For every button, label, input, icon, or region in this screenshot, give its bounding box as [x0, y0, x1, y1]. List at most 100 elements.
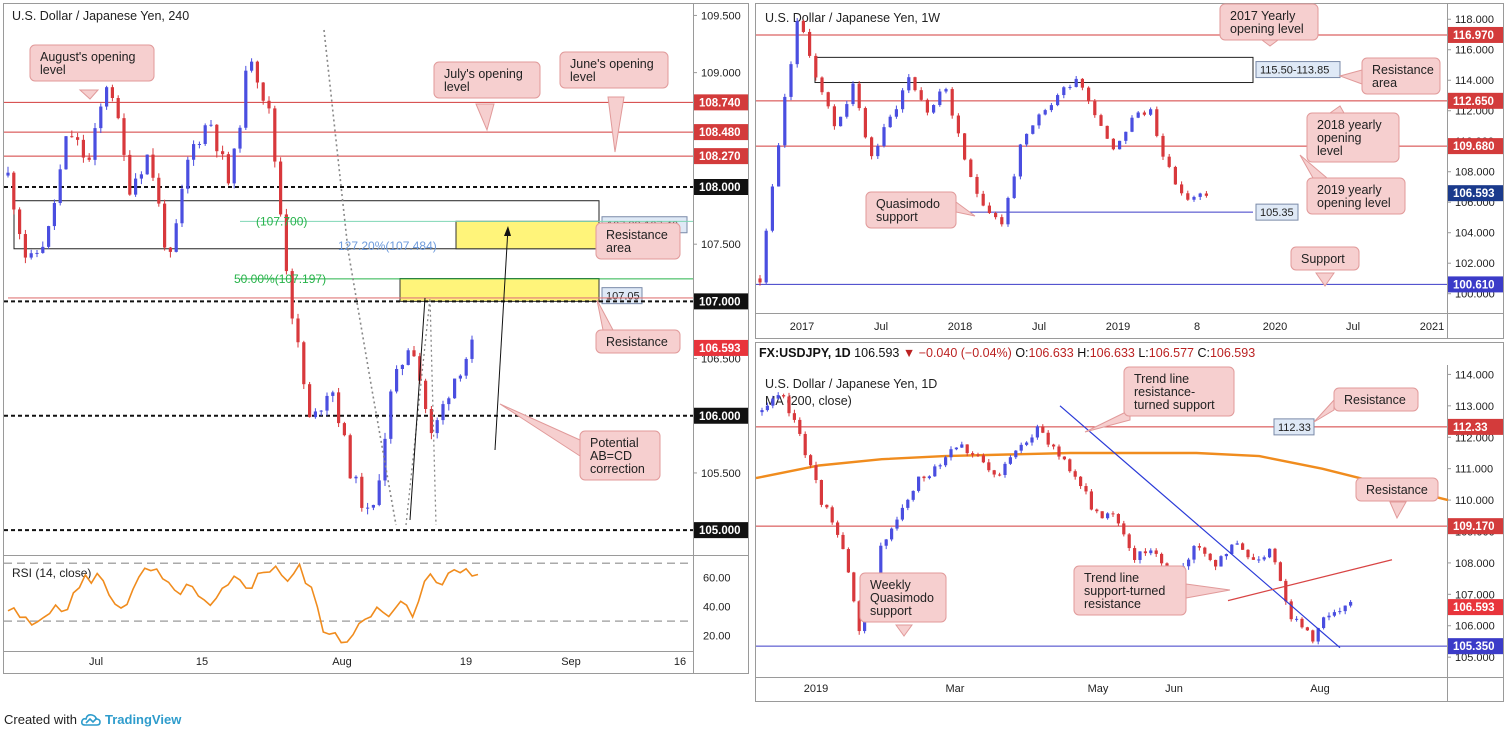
candle-body: [987, 462, 991, 471]
candle-body: [1187, 559, 1191, 567]
callout-text: August's opening: [40, 50, 136, 64]
candle-body: [302, 342, 306, 385]
candle-body: [1037, 114, 1041, 126]
candle-body: [1180, 184, 1184, 194]
candle-body: [1095, 509, 1099, 512]
callout-text: Trend line: [1134, 372, 1189, 386]
candle-body: [1006, 197, 1010, 225]
level-price-tag-bg: [694, 148, 748, 165]
callout-box: [1306, 112, 1400, 163]
daily-header-part: H:: [1077, 346, 1090, 360]
candle-body: [1192, 546, 1196, 560]
candle-body: [308, 384, 312, 418]
ma-200-line: [755, 451, 1449, 502]
candle-body: [820, 77, 824, 93]
candle-body: [1100, 511, 1104, 519]
candle-body: [975, 176, 979, 194]
candles-daily: [760, 392, 1353, 645]
candle-body: [857, 601, 861, 632]
candle-body: [70, 136, 74, 138]
x-tick-label: 2020: [1263, 321, 1287, 333]
candle-body: [969, 159, 973, 177]
level-price-tag-bg: [694, 407, 748, 424]
callout-box: [1123, 366, 1235, 417]
candle-body: [987, 205, 991, 214]
candle-body: [261, 82, 265, 101]
candle-body: [1105, 125, 1109, 139]
candle-body: [965, 444, 969, 454]
candle-body: [1127, 534, 1131, 549]
candle-body: [1338, 611, 1342, 613]
candle-body: [971, 453, 975, 455]
callout-pointer: [955, 201, 976, 217]
x-tick-label: 2019: [1106, 321, 1130, 333]
candle-body: [81, 139, 85, 158]
candle-body: [1018, 144, 1022, 177]
callout-box: [559, 51, 669, 89]
candle-body: [1289, 601, 1293, 620]
candle-body: [377, 480, 381, 505]
footer-brand[interactable]: TradingView: [104, 712, 182, 727]
candle-body: [1046, 432, 1050, 445]
callout-text: support: [870, 604, 912, 618]
candle-body: [99, 106, 103, 129]
candle-body: [1300, 618, 1304, 628]
candle-body: [1043, 110, 1047, 115]
candle-body: [765, 405, 769, 411]
candle-body: [342, 423, 346, 436]
daily-header-part: 106.593: [1210, 346, 1255, 360]
y-tick-label: 105.000: [1455, 652, 1495, 664]
candle-body: [1161, 135, 1165, 157]
candle-body: [839, 116, 843, 127]
candle-body: [1030, 437, 1034, 443]
candle-body: [857, 83, 861, 109]
daily-header-part: L:: [1138, 346, 1148, 360]
x-tick-label: May: [1088, 683, 1109, 695]
y-tick-label: 110.000: [1455, 495, 1494, 507]
callout-box: [595, 222, 681, 260]
candle-body: [933, 466, 937, 477]
candle-body: [238, 127, 242, 149]
candle-body: [764, 230, 768, 283]
candle-body: [209, 124, 213, 126]
candles-h4: [6, 58, 474, 515]
level-price-tag: 105.350: [1453, 641, 1495, 653]
candle-body: [110, 87, 114, 99]
candle-body: [1062, 87, 1066, 96]
arrow-head: [504, 226, 511, 236]
candle-body: [808, 31, 812, 56]
current-price-tag: 106.593: [699, 343, 741, 355]
callout-text: level: [570, 70, 596, 84]
candle-body: [348, 435, 352, 479]
abcd-leg: [405, 297, 437, 526]
candle-body: [1160, 553, 1164, 564]
candle-body: [801, 20, 805, 32]
level-price-tag-bg: [694, 522, 748, 539]
candle-body: [6, 172, 10, 176]
candle-body: [1262, 557, 1266, 560]
y-tick-label: 106.000: [1455, 621, 1495, 633]
candle-body: [325, 395, 329, 411]
callout-pointer: [1328, 105, 1345, 114]
candle-body: [1186, 193, 1190, 200]
level-price-tag-bg: [1448, 276, 1503, 293]
callout-box: [29, 44, 155, 82]
y-tick-label: 107.000: [1455, 589, 1495, 601]
callout-text: area: [1372, 76, 1397, 90]
fib-label-127: 127.20%(107.484): [338, 239, 437, 253]
current-price-tag-bg: [1448, 185, 1503, 202]
daily-header-part: 106.633: [1029, 346, 1078, 360]
zone-label-bg: [601, 287, 643, 305]
level-price-tag: 108.740: [699, 97, 741, 109]
callout-text: Potential: [590, 436, 639, 450]
callout-text: support: [876, 210, 918, 224]
candle-body: [906, 499, 910, 508]
candle-body: [1099, 115, 1103, 126]
candle-body: [832, 106, 836, 127]
candle-body: [851, 83, 855, 105]
